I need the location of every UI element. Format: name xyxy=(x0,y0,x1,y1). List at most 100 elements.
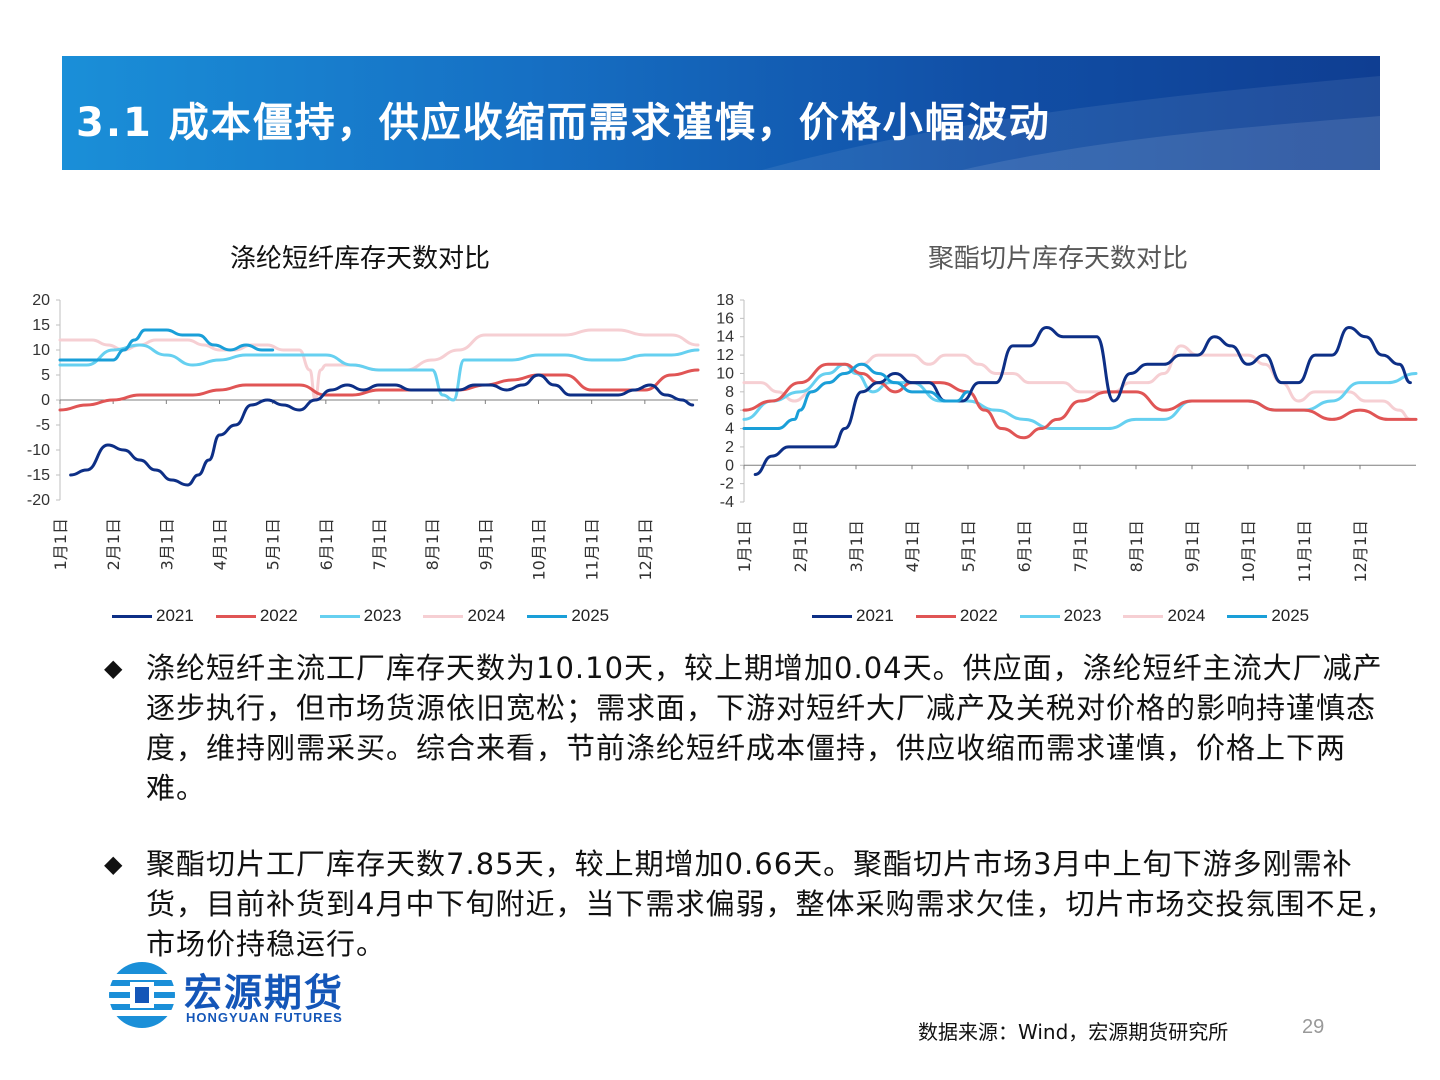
legend-label: 2024 xyxy=(1167,606,1206,625)
bullet-diamond-icon: ◆ xyxy=(104,850,123,878)
y-tick-label: 20 xyxy=(32,292,50,309)
y-tick-label: 8 xyxy=(725,384,734,401)
legend-label: 2023 xyxy=(363,606,402,625)
legend-item-2025: 2025 xyxy=(1227,606,1309,626)
legend-label: 2022 xyxy=(259,606,298,625)
x-tick-label: 1月1日 xyxy=(735,520,754,572)
legend-label: 2022 xyxy=(959,606,998,625)
x-tick-label: 9月1日 xyxy=(1183,520,1202,572)
page-number: 29 xyxy=(1302,1016,1325,1038)
x-tick-label: 7月1日 xyxy=(370,518,389,570)
legend-item-2025: 2025 xyxy=(527,606,609,626)
series-line-2021 xyxy=(753,326,1412,476)
legend-swatch xyxy=(812,614,852,618)
legend-label: 2021 xyxy=(156,606,194,625)
legend-item-2022: 2022 xyxy=(915,606,998,626)
data-source-note: 数据来源：Wind，宏源期货研究所 xyxy=(918,1020,1229,1044)
legend-swatch xyxy=(215,614,256,618)
y-tick-label: -15 xyxy=(27,467,50,484)
y-tick-label: -2 xyxy=(720,476,734,493)
x-tick-label: 4月1日 xyxy=(211,518,230,570)
y-tick-label: 10 xyxy=(32,342,50,359)
x-tick-label: 10月1日 xyxy=(1239,520,1258,583)
x-tick-label: 2月1日 xyxy=(791,520,810,572)
x-tick-label: 2月1日 xyxy=(104,518,123,570)
legend-item-2024: 2024 xyxy=(1123,606,1205,626)
x-tick-label: 9月1日 xyxy=(476,518,495,570)
header-banner: 3.1 成本僵持，供应收缩而需求谨慎，价格小幅波动 xyxy=(62,56,1380,170)
legend-item-2021: 2021 xyxy=(812,606,894,626)
x-tick-label: 5月1日 xyxy=(264,518,283,570)
x-tick-label: 11月1日 xyxy=(583,518,602,581)
y-tick-label: -4 xyxy=(720,494,734,511)
y-tick-label: 4 xyxy=(725,421,734,438)
x-tick-label: 12月1日 xyxy=(1351,520,1370,583)
x-tick-label: 8月1日 xyxy=(423,518,442,570)
legend-swatch xyxy=(1227,614,1268,618)
legend-label: 2023 xyxy=(1063,606,1102,625)
x-tick-label: 7月1日 xyxy=(1071,520,1090,572)
x-tick-label: 1月1日 xyxy=(51,518,70,570)
y-tick-label: 15 xyxy=(32,317,50,334)
x-tick-label: 6月1日 xyxy=(317,518,336,570)
x-tick-label: 12月1日 xyxy=(636,518,655,581)
legend-item-2021: 2021 xyxy=(112,606,194,626)
legend-item-2023: 2023 xyxy=(319,606,402,626)
logo-mark-icon xyxy=(108,962,176,1028)
bullet-2-text: 聚酯切片工厂库存天数7.85天，较上期增加0.66天。聚酯切片市场3月中上旬下游… xyxy=(146,847,1396,961)
legend-swatch xyxy=(1123,614,1164,618)
series-line-2025 xyxy=(58,328,275,362)
company-logo: 宏源期货 HONGYUAN FUTURES xyxy=(106,960,376,1030)
y-tick-label: 12 xyxy=(716,347,734,364)
x-tick-label: 8月1日 xyxy=(1127,520,1146,572)
chart2-legend: 2021 2022 2023 2024 2025 xyxy=(812,606,1331,626)
chart2-title: 聚酯切片库存天数对比 xyxy=(928,244,1189,274)
series-line-2025 xyxy=(742,362,970,431)
page-title: 3.1 成本僵持，供应收缩而需求谨慎，价格小幅波动 xyxy=(76,100,1051,146)
series-line-2023 xyxy=(58,343,700,402)
bullet-diamond-icon: ◆ xyxy=(104,654,123,682)
legend-swatch xyxy=(423,614,464,618)
x-tick-label: 5月1日 xyxy=(959,520,978,572)
legend-swatch xyxy=(527,614,568,618)
legend-label: 2024 xyxy=(467,606,506,625)
x-tick-label: 6月1日 xyxy=(1015,520,1034,572)
y-tick-label: 6 xyxy=(725,402,734,419)
series-line-2022 xyxy=(742,362,1418,440)
logo-text-en: HONGYUAN FUTURES xyxy=(186,1010,343,1025)
x-tick-label: 3月1日 xyxy=(847,520,866,572)
legend-item-2022: 2022 xyxy=(215,606,298,626)
y-tick-label: -5 xyxy=(36,417,50,434)
legend-label: 2021 xyxy=(856,606,894,625)
banner-wave-decoration xyxy=(762,76,1380,170)
y-tick-label: 2 xyxy=(725,439,734,456)
y-tick-label: 10 xyxy=(716,365,734,382)
legend-label: 2025 xyxy=(1271,606,1310,625)
y-tick-label: 0 xyxy=(725,457,734,474)
y-tick-label: 5 xyxy=(41,367,50,384)
series-line-2021 xyxy=(69,373,695,487)
legend-swatch xyxy=(915,614,956,618)
legend-item-2023: 2023 xyxy=(1019,606,1102,626)
logo-text-cn: 宏源期货 xyxy=(184,971,345,1015)
x-tick-label: 4月1日 xyxy=(903,520,922,572)
y-tick-label: 16 xyxy=(716,310,734,327)
bullet-1-text: 涤纶短纤主流工厂库存天数为10.10天，较上期增加0.04天。供应面，涤纶短纤主… xyxy=(146,651,1383,805)
y-tick-label: 14 xyxy=(716,329,734,346)
chart1-legend: 2021 2022 2023 2024 2025 xyxy=(112,606,631,626)
legend-label: 2025 xyxy=(571,606,610,625)
chart1-title: 涤纶短纤库存天数对比 xyxy=(230,244,491,274)
y-tick-label: -20 xyxy=(27,492,50,509)
legend-item-2024: 2024 xyxy=(423,606,505,626)
series-line-2022 xyxy=(58,368,700,412)
x-tick-label: 3月1日 xyxy=(157,518,176,570)
x-tick-label: 10月1日 xyxy=(530,518,549,581)
legend-swatch xyxy=(1019,614,1060,618)
y-tick-label: 0 xyxy=(41,392,50,409)
y-tick-label: -10 xyxy=(27,442,50,459)
x-tick-label: 11月1日 xyxy=(1295,520,1314,583)
legend-swatch xyxy=(112,614,152,618)
legend-swatch xyxy=(319,614,360,618)
